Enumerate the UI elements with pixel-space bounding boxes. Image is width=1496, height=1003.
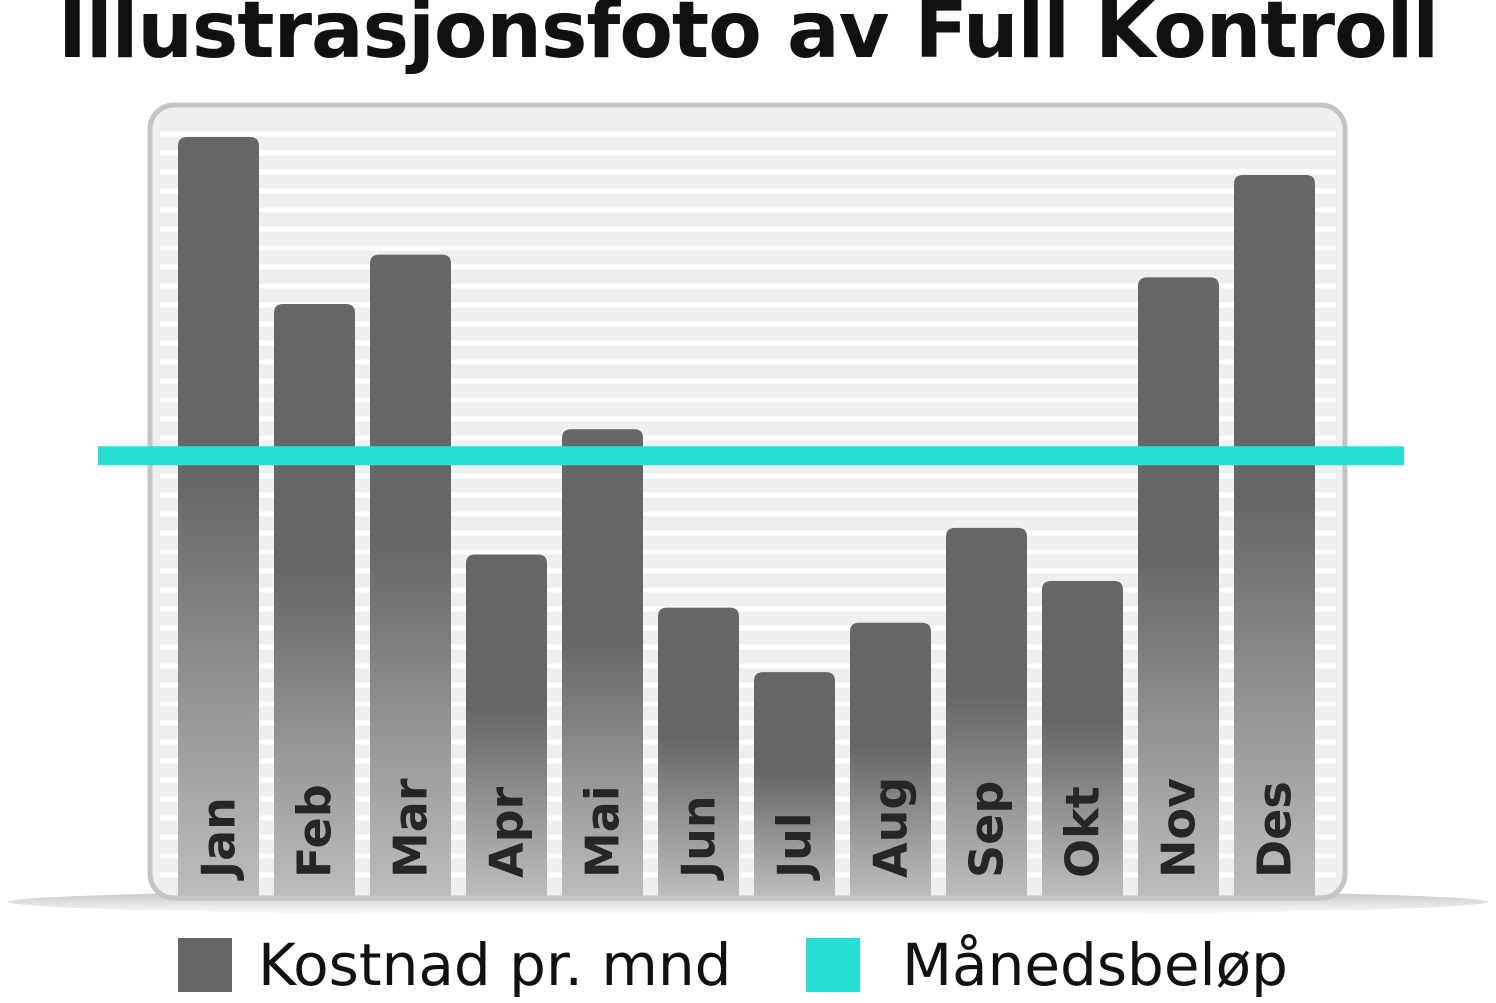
tick-label-jun: Jun <box>672 795 726 881</box>
bar-okt <box>1042 581 1123 896</box>
tick-label-jul: Jul <box>768 812 822 881</box>
tick-label-des: Des <box>1248 781 1302 878</box>
legend-label-cost: Kostnad pr. mnd <box>258 931 732 999</box>
bar-apr <box>466 554 547 896</box>
bar-des <box>1234 174 1315 896</box>
tick-label-mai: Mai <box>576 785 630 878</box>
bar-mar <box>370 254 451 896</box>
chart-title: Illustrasjonsfoto av Full Kontroll <box>57 0 1439 76</box>
tick-label-jan: Jan <box>192 797 246 881</box>
category-labels: Jan Feb Mar Apr Mai Jun Jul Aug Sep Okt Nov Des <box>192 777 1302 881</box>
tick-label-apr: Apr <box>480 786 534 878</box>
bar-jun <box>658 607 739 896</box>
bar-jul <box>754 672 835 896</box>
tick-label-sep: Sep <box>960 781 1014 878</box>
legend-label-monthly: Månedsbeløp <box>902 931 1288 999</box>
tick-label-feb: Feb <box>288 784 342 878</box>
tick-label-aug: Aug <box>864 777 918 878</box>
legend-cost: Kostnad pr. mnd <box>178 930 731 1000</box>
legend-monthly: Månedsbeløp <box>806 930 1288 1000</box>
bars <box>178 137 1315 897</box>
tick-label-nov: Nov <box>1152 778 1206 878</box>
bar-nov <box>1138 277 1219 896</box>
bar-aug <box>850 622 931 896</box>
legend-swatch-cost <box>178 938 232 992</box>
tick-label-okt: Okt <box>1056 786 1110 878</box>
tick-label-mar: Mar <box>384 778 438 878</box>
bar-sep <box>946 527 1027 896</box>
bar-mai <box>562 429 643 896</box>
bar-jan <box>178 137 259 896</box>
legend-swatch-monthly <box>806 938 860 992</box>
